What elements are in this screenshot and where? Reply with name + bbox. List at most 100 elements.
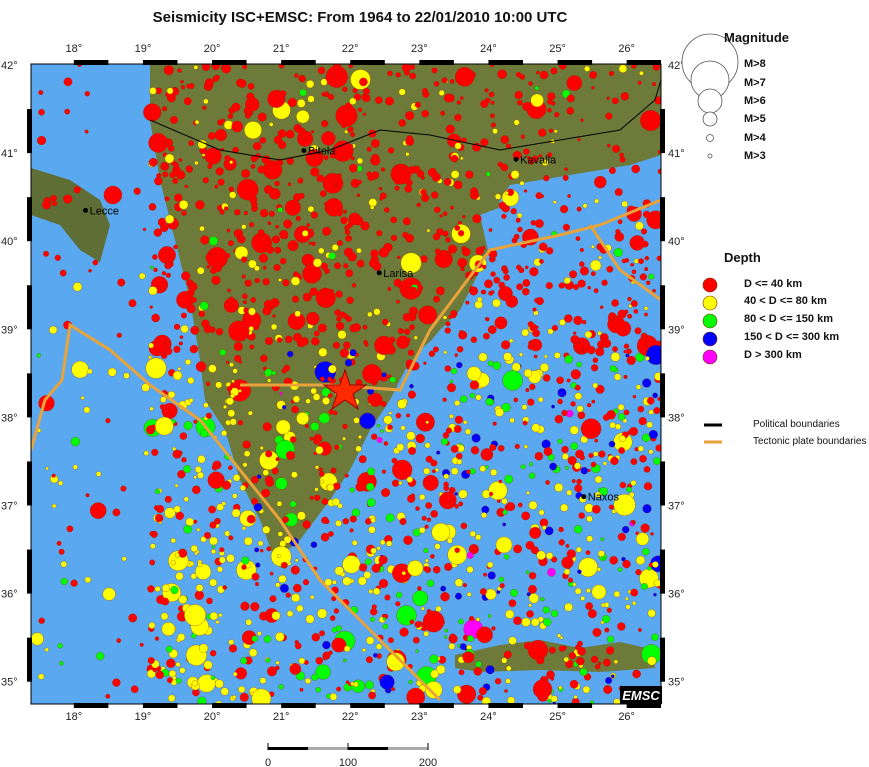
earthquake-marker [320,479,325,484]
earthquake-marker [276,554,281,558]
earthquake-marker [267,666,277,677]
earthquake-marker [64,108,71,115]
earthquake-marker [73,186,81,194]
earthquake-marker [620,92,629,101]
earthquake-marker [84,576,92,583]
earthquake-marker [445,237,451,243]
earthquake-marker [564,602,573,612]
earthquake-marker [175,572,184,581]
earthquake-marker [310,595,315,600]
earthquake-marker [580,418,602,439]
earthquake-marker [410,493,416,498]
earthquake-marker [444,327,451,334]
earthquake-marker [556,376,564,385]
earthquake-marker [426,579,435,588]
earthquake-marker [370,139,380,148]
earthquake-marker [209,611,218,621]
magnitude-label: M>4 [744,132,766,144]
earthquake-marker [460,156,464,161]
earthquake-marker [31,632,44,646]
magnitude-label: M>5 [744,113,766,125]
earthquake-marker [430,510,438,518]
earthquake-marker [226,397,234,406]
earthquake-marker [314,487,319,492]
earthquake-marker [637,627,642,632]
earthquake-marker [342,518,349,525]
earthquake-marker [566,489,573,496]
earthquake-marker [304,261,309,265]
earthquake-marker [71,360,89,379]
earthquake-marker [107,367,117,377]
earthquake-marker [160,612,169,621]
earthquake-marker [510,208,517,215]
earthquake-marker [175,677,182,684]
earthquake-marker [319,190,327,197]
city-dot [513,156,519,162]
earthquake-marker [545,247,554,255]
earthquake-marker [621,258,627,264]
earthquake-marker [546,552,554,560]
earthquake-marker [409,619,415,625]
earthquake-marker [229,191,237,199]
earthquake-marker [343,263,349,269]
earthquake-marker [547,152,553,158]
earthquake-marker [328,364,337,374]
earthquake-marker [318,247,325,254]
earthquake-marker [456,100,461,105]
italy-landmass [31,168,110,262]
earthquake-marker [561,445,569,454]
earthquake-marker [332,341,340,349]
earthquake-marker [610,674,615,679]
earthquake-marker [162,171,169,178]
earthquake-marker [503,650,512,659]
earthquake-marker [469,392,476,399]
earthquake-marker [508,599,517,608]
earthquake-marker [561,409,568,417]
frame-tick [73,703,109,708]
earthquake-marker [180,312,187,319]
earthquake-marker [544,526,554,536]
earthquake-marker [267,221,272,226]
earthquake-marker [466,592,472,597]
earthquake-marker [433,295,441,303]
earthquake-marker [311,673,319,681]
earthquake-marker [149,559,156,566]
earthquake-marker [148,203,157,211]
earthquake-marker [232,493,238,499]
earthquake-marker [198,310,205,318]
earthquake-marker [305,295,311,300]
earthquake-marker [262,278,270,286]
earthquake-marker [184,184,189,189]
political-boundaries-label: Political boundaries [753,419,840,430]
earthquake-marker [334,444,340,450]
earthquake-marker [559,636,564,640]
earthquake-marker [651,633,659,641]
earthquake-marker [469,380,480,390]
earthquake-marker [412,636,420,644]
earthquake-marker [449,500,455,506]
earthquake-marker [646,280,651,285]
earthquake-marker [415,433,425,444]
earthquake-marker [538,396,544,403]
earthquake-marker [550,695,558,703]
earthquake-marker [148,286,158,296]
earthquake-marker [112,508,121,517]
earthquake-marker [154,513,164,523]
earthquake-marker [495,407,504,417]
earthquake-marker [419,494,426,501]
earthquake-marker [203,98,209,105]
earthquake-marker [547,568,556,577]
earthquake-marker [599,333,609,342]
earthquake-marker [545,480,550,485]
earthquake-marker [567,194,571,198]
earthquake-marker [453,425,462,433]
earthquake-marker [102,587,116,601]
earthquake-marker [183,97,192,106]
earthquake-marker [418,305,437,325]
earthquake-marker [252,141,262,151]
earthquake-marker [173,244,178,250]
earthquake-marker [248,648,258,657]
earthquake-marker [271,235,281,244]
earthquake-marker [348,212,361,226]
earthquake-marker [575,236,581,241]
